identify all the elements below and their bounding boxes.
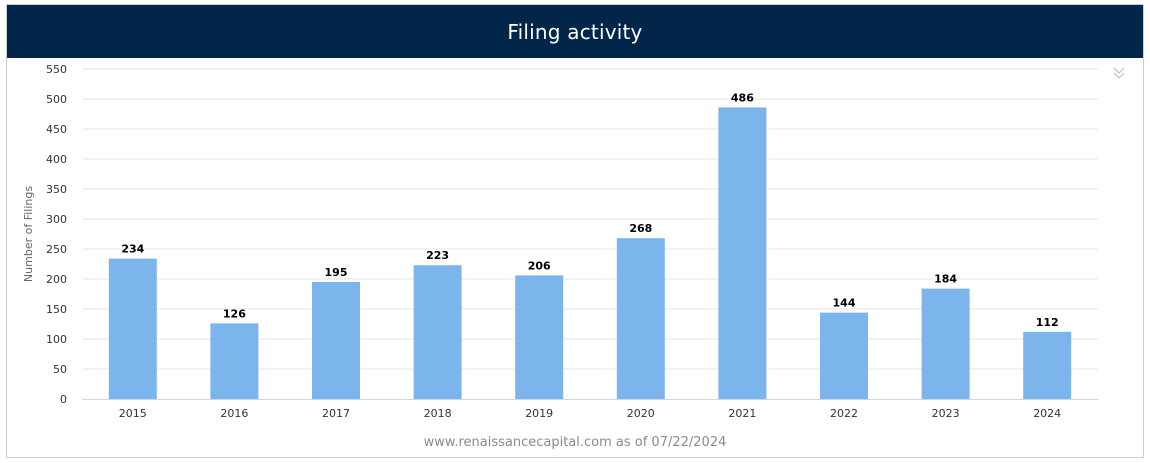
chart-header: Filing activity — [7, 5, 1143, 58]
data-label: 268 — [629, 222, 652, 235]
chevron-double-down-icon[interactable] — [1111, 65, 1127, 81]
y-tick-label: 300 — [46, 213, 67, 226]
bar-2015[interactable] — [108, 258, 157, 399]
bar-2023[interactable] — [921, 288, 970, 399]
bar-chart: 0 50 100 150 200 250 300 350 400 450 500 550 234 126… — [22, 63, 1098, 420]
data-label: 234 — [121, 243, 144, 256]
x-tick-label: 2016 — [220, 407, 248, 420]
chart-card: Filing activity 0 50 100 150 200 250 300 350 400… — [6, 4, 1144, 458]
y-tick-label: 100 — [46, 333, 67, 346]
y-axis-title: Number of Filings — [22, 186, 35, 282]
bar-2024[interactable] — [1023, 331, 1072, 399]
x-tick-label: 2024 — [1033, 407, 1061, 420]
data-label: 486 — [731, 91, 754, 104]
data-label: 206 — [528, 259, 551, 272]
y-tick-label: 150 — [46, 303, 67, 316]
data-label: 195 — [325, 266, 348, 279]
data-label: 126 — [223, 307, 246, 320]
x-tick-label: 2017 — [322, 407, 350, 420]
x-tick-label: 2019 — [525, 407, 553, 420]
bar-2016[interactable] — [210, 323, 259, 399]
x-tick-label: 2015 — [119, 407, 147, 420]
x-tick-label: 2021 — [728, 407, 756, 420]
y-tick-label: 550 — [46, 63, 67, 76]
chart-title: Filing activity — [507, 19, 643, 44]
y-axis-ticks: 0 50 100 150 200 250 300 350 400 450 500 550 — [46, 63, 67, 406]
bar-2017[interactable] — [312, 282, 360, 399]
x-axis-ticks: 2015 2016 2017 2018 2019 2020 2021 2022 2023 2024 — [119, 407, 1061, 420]
data-label: 112 — [1036, 316, 1059, 329]
bar-2022[interactable] — [820, 312, 868, 399]
y-tick-label: 50 — [53, 363, 67, 376]
data-labels: 234 126 195 223 206 268 486 144 184 112 — [121, 91, 1058, 328]
bar-2020[interactable] — [616, 238, 665, 399]
source-footer: www.renaissancecapital.com as of 07/22/2… — [423, 435, 727, 450]
data-label: 223 — [426, 249, 449, 262]
grid-lines — [82, 68, 1098, 370]
bar-2021[interactable] — [718, 107, 767, 400]
y-tick-label: 200 — [46, 273, 67, 286]
y-tick-label: 400 — [46, 153, 67, 166]
x-tick-label: 2020 — [627, 407, 655, 420]
data-label: 144 — [833, 297, 856, 310]
y-tick-label: 0 — [60, 393, 67, 406]
data-label: 184 — [934, 273, 957, 286]
bar-2019[interactable] — [515, 275, 564, 399]
y-tick-label: 350 — [46, 183, 67, 196]
bars — [108, 107, 1072, 400]
y-tick-label: 500 — [46, 93, 67, 106]
x-tick-label: 2022 — [830, 407, 858, 420]
x-tick-label: 2023 — [932, 407, 960, 420]
y-tick-label: 450 — [46, 123, 67, 136]
x-tick-label: 2018 — [424, 407, 452, 420]
bar-2018[interactable] — [413, 265, 462, 399]
y-tick-label: 250 — [46, 243, 67, 256]
